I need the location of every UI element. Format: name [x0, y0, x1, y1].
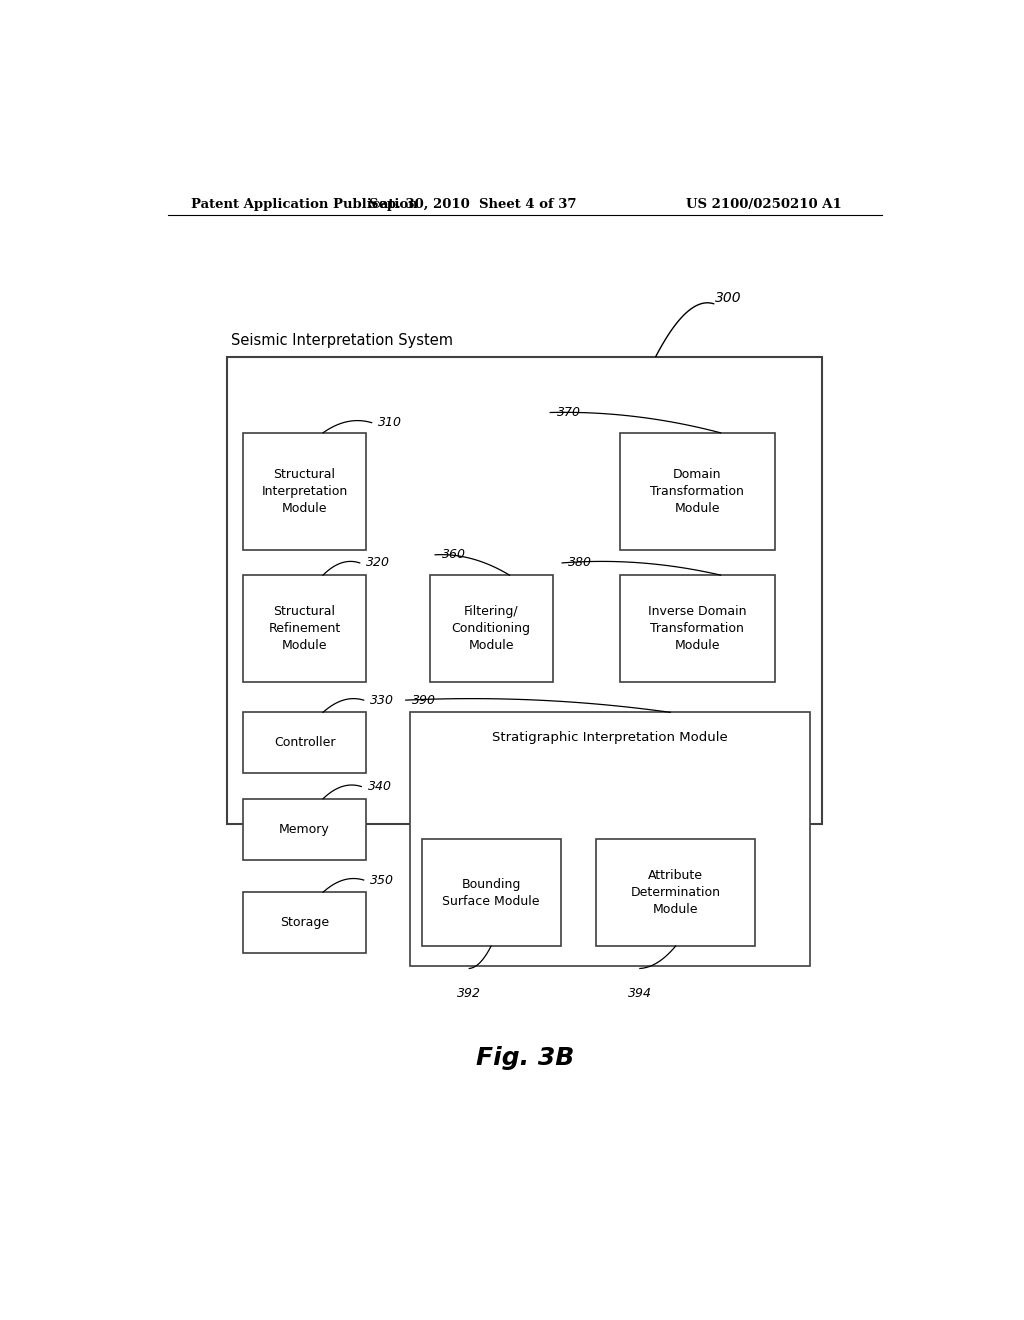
Text: Domain
Transformation
Module: Domain Transformation Module: [650, 467, 744, 515]
Bar: [227, 356, 822, 824]
Text: Storage: Storage: [280, 916, 329, 929]
Bar: [243, 433, 367, 549]
Text: Patent Application Publication: Patent Application Publication: [191, 198, 418, 211]
Bar: [620, 433, 775, 549]
Text: 320: 320: [367, 557, 390, 569]
Text: Controller: Controller: [273, 737, 335, 750]
Text: Memory: Memory: [280, 822, 330, 836]
Text: Structural
Refinement
Module: Structural Refinement Module: [268, 605, 341, 652]
Bar: [620, 576, 775, 682]
Text: Sep. 30, 2010  Sheet 4 of 37: Sep. 30, 2010 Sheet 4 of 37: [370, 198, 577, 211]
Text: 392: 392: [458, 987, 481, 999]
Text: 310: 310: [378, 416, 402, 429]
Bar: [243, 892, 367, 953]
Text: Stratigraphic Interpretation Module: Stratigraphic Interpretation Module: [493, 731, 728, 743]
Text: 340: 340: [368, 780, 391, 793]
Text: US 2100/0250210 A1: US 2100/0250210 A1: [686, 198, 842, 211]
Text: 360: 360: [441, 548, 466, 561]
Text: 394: 394: [628, 987, 652, 999]
Text: Attribute
Determination
Module: Attribute Determination Module: [631, 870, 721, 916]
Text: 390: 390: [412, 693, 436, 706]
Bar: [596, 840, 755, 946]
Text: Bounding
Surface Module: Bounding Surface Module: [442, 878, 540, 908]
Text: 380: 380: [568, 557, 593, 569]
Bar: [243, 799, 367, 859]
Text: 300: 300: [715, 290, 742, 305]
Text: 370: 370: [557, 407, 581, 418]
Text: Inverse Domain
Transformation
Module: Inverse Domain Transformation Module: [648, 605, 746, 652]
Text: 330: 330: [370, 693, 394, 706]
Bar: [243, 713, 367, 774]
Text: Filtering/
Conditioning
Module: Filtering/ Conditioning Module: [452, 605, 530, 652]
Bar: [410, 713, 811, 966]
Bar: [430, 576, 553, 682]
Bar: [243, 576, 367, 682]
Bar: [422, 840, 560, 946]
Text: Fig. 3B: Fig. 3B: [476, 1045, 573, 1071]
Text: Seismic Interpretation System: Seismic Interpretation System: [231, 334, 454, 348]
Text: Structural
Interpretation
Module: Structural Interpretation Module: [261, 467, 348, 515]
Text: 350: 350: [370, 874, 394, 887]
